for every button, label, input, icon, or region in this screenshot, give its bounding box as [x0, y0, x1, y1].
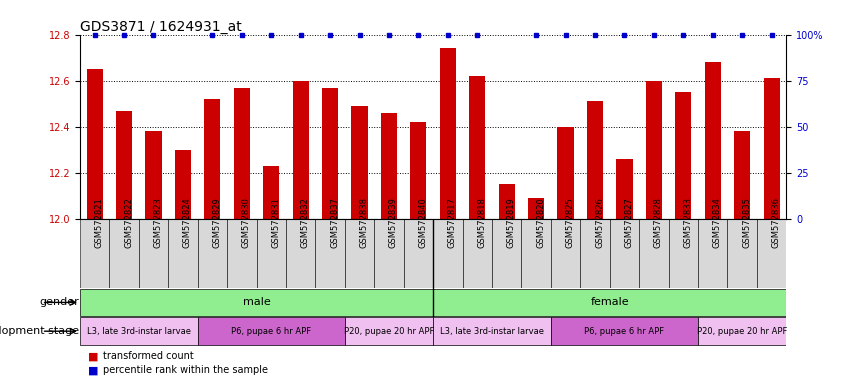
Text: L3, late 3rd-instar larvae: L3, late 3rd-instar larvae: [87, 327, 191, 336]
Bar: [764, 78, 780, 219]
Bar: [198, 219, 227, 288]
Text: P6, pupae 6 hr APF: P6, pupae 6 hr APF: [231, 327, 311, 336]
Bar: [646, 81, 662, 219]
Bar: [757, 219, 786, 288]
Text: GSM572818: GSM572818: [478, 197, 486, 248]
Bar: [734, 131, 750, 219]
Text: ■: ■: [88, 351, 98, 361]
Bar: [80, 317, 198, 345]
Bar: [433, 317, 551, 345]
Text: transformed count: transformed count: [103, 351, 194, 361]
Bar: [352, 106, 368, 219]
Text: GSM572833: GSM572833: [683, 197, 692, 248]
Text: GSM572829: GSM572829: [212, 197, 221, 248]
Text: GSM572837: GSM572837: [330, 197, 339, 248]
Bar: [610, 219, 639, 288]
Bar: [528, 198, 544, 219]
Text: GSM572828: GSM572828: [654, 197, 663, 248]
Bar: [669, 219, 698, 288]
Text: percentile rank within the sample: percentile rank within the sample: [103, 365, 268, 375]
Bar: [168, 219, 198, 288]
Bar: [727, 219, 757, 288]
Text: GSM572817: GSM572817: [447, 197, 457, 248]
Text: ■: ■: [88, 365, 98, 375]
Bar: [698, 317, 786, 345]
Bar: [433, 219, 463, 288]
Bar: [580, 219, 610, 288]
Bar: [175, 150, 191, 219]
Text: GSM572825: GSM572825: [565, 197, 574, 248]
Bar: [116, 111, 132, 219]
Text: GSM572840: GSM572840: [419, 197, 427, 248]
Bar: [639, 219, 669, 288]
Bar: [521, 219, 551, 288]
Bar: [293, 81, 309, 219]
Bar: [440, 48, 456, 219]
Text: GSM572834: GSM572834: [712, 197, 722, 248]
Text: GSM572827: GSM572827: [624, 197, 633, 248]
Text: GSM572824: GSM572824: [183, 197, 192, 248]
Text: male: male: [243, 297, 270, 308]
Bar: [80, 289, 433, 316]
Bar: [204, 99, 220, 219]
Bar: [145, 131, 161, 219]
Bar: [404, 219, 433, 288]
Text: development stage: development stage: [0, 326, 79, 336]
Bar: [345, 219, 374, 288]
Text: GSM572831: GSM572831: [271, 197, 280, 248]
Bar: [257, 219, 286, 288]
Text: GSM572820: GSM572820: [537, 197, 545, 248]
Text: GSM572839: GSM572839: [389, 197, 398, 248]
Bar: [286, 219, 315, 288]
Bar: [198, 317, 345, 345]
Bar: [463, 219, 492, 288]
Text: GSM572835: GSM572835: [742, 197, 751, 248]
Text: GDS3871 / 1624931_at: GDS3871 / 1624931_at: [80, 20, 241, 33]
Bar: [315, 219, 345, 288]
Bar: [381, 113, 397, 219]
Bar: [698, 219, 727, 288]
Bar: [675, 92, 691, 219]
Bar: [499, 184, 515, 219]
Bar: [551, 317, 698, 345]
Text: GSM572823: GSM572823: [153, 197, 162, 248]
Bar: [433, 289, 786, 316]
Bar: [345, 317, 433, 345]
Bar: [469, 76, 485, 219]
Bar: [587, 101, 603, 219]
Text: GSM572822: GSM572822: [124, 197, 133, 248]
Bar: [558, 127, 574, 219]
Bar: [87, 69, 103, 219]
Text: GSM572819: GSM572819: [506, 197, 516, 248]
Bar: [492, 219, 521, 288]
Text: GSM572830: GSM572830: [242, 197, 251, 248]
Text: L3, late 3rd-instar larvae: L3, late 3rd-instar larvae: [440, 327, 544, 336]
Text: GSM572836: GSM572836: [772, 197, 780, 248]
Text: GSM572821: GSM572821: [94, 197, 103, 248]
Bar: [234, 88, 250, 219]
Bar: [227, 219, 257, 288]
Text: P20, pupae 20 hr APF: P20, pupae 20 hr APF: [697, 327, 787, 336]
Bar: [410, 122, 426, 219]
Bar: [139, 219, 168, 288]
Bar: [616, 159, 632, 219]
Bar: [705, 62, 721, 219]
Bar: [374, 219, 404, 288]
Bar: [551, 219, 580, 288]
Bar: [109, 219, 139, 288]
Text: GSM572826: GSM572826: [595, 197, 604, 248]
Bar: [80, 219, 109, 288]
Text: P20, pupae 20 hr APF: P20, pupae 20 hr APF: [344, 327, 434, 336]
Bar: [322, 88, 338, 219]
Text: gender: gender: [40, 297, 79, 308]
Text: GSM572832: GSM572832: [301, 197, 309, 248]
Text: P6, pupae 6 hr APF: P6, pupae 6 hr APF: [584, 327, 664, 336]
Text: female: female: [590, 297, 629, 308]
Bar: [263, 166, 279, 219]
Text: GSM572838: GSM572838: [360, 197, 368, 248]
